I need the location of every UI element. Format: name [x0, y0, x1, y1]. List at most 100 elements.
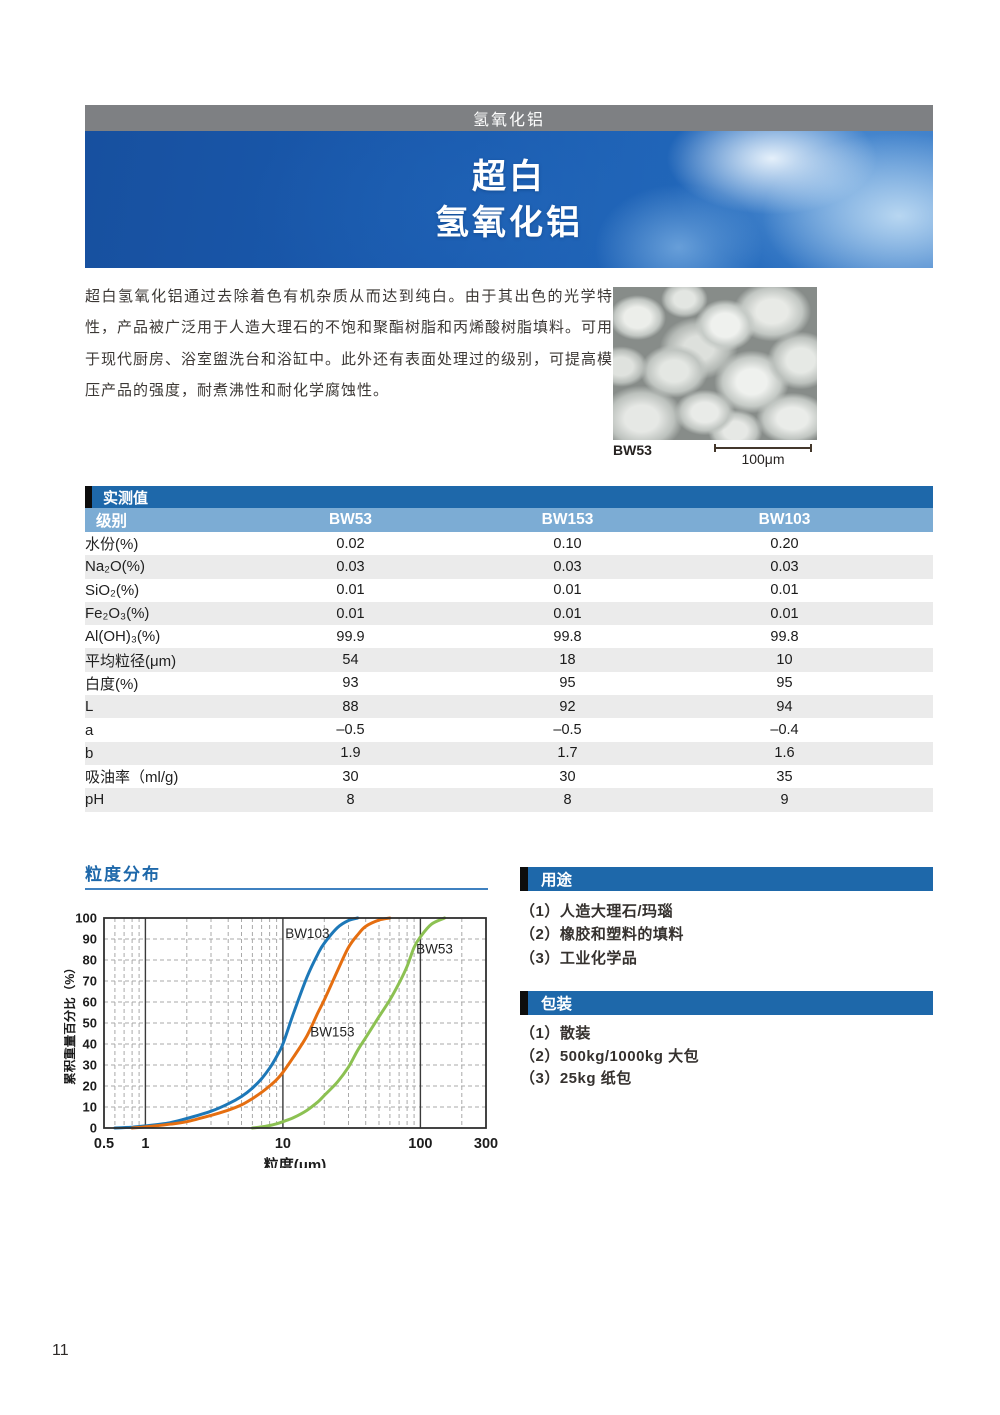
- product-title-line1: 超白: [472, 157, 546, 196]
- plot-frame: [103, 917, 487, 1129]
- series-label-BW153: BW153: [310, 1025, 354, 1040]
- table-row: L 88 92 94: [85, 695, 933, 719]
- list-item: （3）25kg 纸包: [520, 1070, 632, 1088]
- scale-bar-label: 100μm: [741, 451, 785, 467]
- hero-banner: 超白 氢氧化铝: [85, 131, 933, 268]
- row-value: 95: [776, 675, 793, 692]
- row-value: 99.9: [336, 628, 365, 645]
- list-item: （3）工业化学品: [520, 949, 638, 967]
- row-value: 0.01: [553, 582, 582, 599]
- list-item: （1）人造大理石/玛瑙: [520, 903, 674, 920]
- table-row: a –0.5 –0.5 –0.4: [85, 718, 933, 742]
- product-title-line2: 氢氧化铝: [435, 203, 583, 242]
- table-row: SiO₂(%) 0.01 0.01 0.01: [85, 578, 933, 602]
- measured-values-table: 级别 BW53 BW153 BW103 水份(%) 0.02 0.10 0.20 Na₂…: [85, 508, 933, 812]
- row-value: 1.6: [774, 745, 795, 762]
- row-value: 0.02: [336, 535, 365, 552]
- sem-image-label: BW53: [613, 442, 652, 458]
- y-tick-label: 20: [83, 1079, 97, 1094]
- row-label: a: [85, 721, 94, 739]
- product-title: 超白 氢氧化铝: [85, 131, 933, 268]
- applications-title-bar: 用途: [520, 867, 933, 891]
- row-value: 35: [776, 768, 793, 785]
- x-axis-label: 粒度(μm): [264, 1156, 327, 1168]
- x-tick-label: 10: [275, 1136, 291, 1152]
- table-row: 平均粒径(μm) 54 18 10: [85, 648, 933, 672]
- table-row: Na₂O(%) 0.03 0.03 0.03: [85, 555, 933, 579]
- table-row: 水份(%) 0.02 0.10 0.20: [85, 532, 933, 556]
- row-label: pH: [85, 791, 105, 809]
- row-label: 吸油率（ml/g): [85, 769, 179, 787]
- row-label: SiO₂(%): [85, 581, 140, 599]
- y-tick-label: 100: [75, 911, 97, 926]
- x-tick-label: 0.5: [94, 1136, 114, 1152]
- x-tick-label: 300: [474, 1136, 498, 1152]
- measured-values-title: 实测值: [103, 489, 149, 507]
- category-label: 氢氧化铝: [472, 112, 545, 129]
- sem-image: [613, 287, 817, 440]
- curve-BW103: [113, 916, 360, 1130]
- packaging-title-bar: 包装: [520, 991, 933, 1015]
- row-value: 0.01: [553, 605, 582, 622]
- grade-header-label: 级别: [96, 513, 128, 530]
- row-value: 99.8: [553, 628, 582, 645]
- y-tick-label: 90: [83, 932, 97, 947]
- table-row: 吸油率（ml/g) 30 30 35: [85, 764, 933, 789]
- category-bar: 氢氧化铝: [85, 105, 933, 131]
- row-value: 1.7: [557, 745, 578, 762]
- intro-paragraph: 超白氢氧化铝通过去除着色有机杂质从而达到纯白。由于其出色的光学特性，产品被广泛用…: [85, 288, 614, 400]
- x-tick-label: 1: [141, 1136, 149, 1152]
- chart-title: 粒度分布: [85, 865, 161, 884]
- scale-bar-group: 100μm: [714, 444, 812, 467]
- column-header-bw53: BW53: [328, 511, 373, 528]
- row-value: 18: [559, 652, 576, 669]
- row-value: –0.4: [770, 722, 799, 739]
- y-tick-label: 70: [83, 974, 97, 989]
- measured-values-title-bar: 实测值: [85, 486, 933, 508]
- table-row: pH 8 8 9: [85, 788, 933, 812]
- row-value: 54: [342, 652, 359, 669]
- row-value: –0.5: [336, 722, 365, 739]
- curve-BW153: [130, 916, 392, 1130]
- row-value: 1.9: [340, 745, 361, 762]
- list-item: （2）橡胶和塑料的填料: [520, 926, 684, 944]
- y-tick-label: 0: [90, 1121, 97, 1136]
- row-value: 10: [776, 652, 793, 669]
- curve-BW53: [250, 916, 447, 1130]
- row-value: 0.01: [770, 582, 799, 599]
- row-label: L: [85, 698, 94, 716]
- column-header-bw153: BW153: [541, 511, 594, 528]
- particle-size-distribution-chart: BW103 BW153 BW53 0 10 20 30 40 50 60 70 80 90 100 0.5 1…: [64, 911, 498, 1169]
- row-value: 93: [342, 675, 359, 692]
- row-value: 0.01: [336, 582, 365, 599]
- table-row: b 1.9 1.7 1.6: [85, 741, 933, 765]
- row-value: 92: [559, 698, 576, 715]
- column-header-bw103: BW103: [758, 511, 811, 528]
- row-label: 平均粒径(μm): [85, 652, 177, 670]
- series-label-BW103: BW103: [285, 926, 329, 941]
- y-tick-label: 50: [83, 1016, 97, 1031]
- table-row: 白度(%) 93 95 95: [85, 671, 933, 696]
- y-tick-label: 10: [83, 1100, 97, 1115]
- x-tick-label: 100: [408, 1136, 432, 1152]
- y-axis-label: 累积重量百分比（%）: [64, 961, 77, 1085]
- chart-title-underline: [85, 888, 488, 890]
- row-label: Fe₂O₃(%): [85, 605, 150, 623]
- packaging-list: （1）散装 （2）500kg/1000kg 大包 （3）25kg 纸包: [520, 1023, 933, 1091]
- applications-title: 用途: [541, 872, 573, 889]
- list-item: （1）散装: [520, 1025, 591, 1042]
- series-label-BW53: BW53: [416, 942, 453, 957]
- row-value: 0.03: [770, 558, 799, 575]
- row-value: 94: [776, 698, 793, 715]
- applications-list: （1）人造大理石/玛瑙 （2）橡胶和塑料的填料 （3）工业化学品: [520, 900, 933, 970]
- row-value: 88: [342, 698, 359, 715]
- scale-bar: [714, 444, 812, 452]
- row-value: 0.03: [553, 558, 582, 575]
- row-value: 0.03: [336, 558, 365, 575]
- row-value: 95: [559, 675, 576, 692]
- grade-header-row: 级别 BW53 BW153 BW103: [85, 508, 933, 532]
- packaging-title: 包装: [541, 996, 573, 1013]
- row-label: Na₂O(%): [85, 558, 145, 576]
- y-tick-label: 40: [83, 1037, 97, 1052]
